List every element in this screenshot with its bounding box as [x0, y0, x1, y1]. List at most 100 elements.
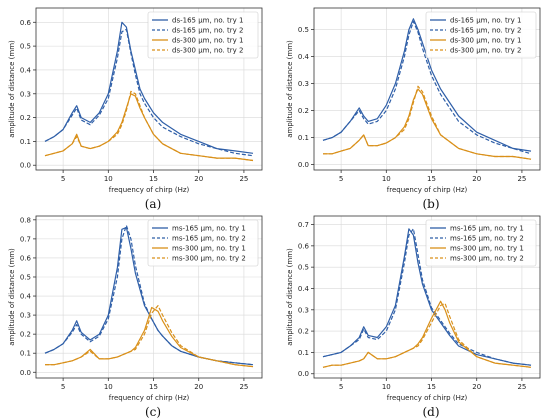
- y-tick-label: 0.5: [298, 26, 309, 34]
- legend-label: ms-300 μm, no. try 2: [172, 255, 246, 263]
- x-tick-label: 15: [427, 383, 436, 391]
- y-tick-label: 0.0: [298, 370, 309, 378]
- x-axis-title: frequency of chirp (Hz): [109, 394, 190, 402]
- legend: ms-165 μm, no. try 1 ms-165 μm, no. try 2…: [147, 219, 259, 267]
- chart-panel: 5 10 15 20 25 0.0 0.1 0.2 0.3 0.4 0.5 0.6 0.7 frequen…: [286, 215, 541, 419]
- y-tick-label: 0.4: [20, 66, 32, 74]
- x-tick-label: 5: [339, 383, 343, 391]
- x-tick-label: 15: [149, 383, 158, 391]
- series-line: [322, 18, 532, 152]
- y-tick-label: 0.6: [20, 19, 32, 27]
- legend-label: ds-300 μm, no. try 2: [172, 47, 243, 55]
- y-tick-label: 0.3: [20, 312, 31, 320]
- legend-label: ms-165 μm, no. try 1: [450, 225, 524, 233]
- y-tick-label: 0.7: [20, 235, 31, 243]
- x-tick-label: 20: [194, 383, 203, 391]
- legend-label: ds-165 μm, no. try 2: [450, 27, 521, 35]
- legend-label: ms-300 μm, no. try 2: [450, 255, 524, 263]
- legend-label: ds-300 μm, no. try 1: [450, 37, 521, 45]
- y-tick-label: 0.6: [298, 242, 310, 250]
- x-tick-label: 15: [427, 175, 436, 183]
- legend-label: ds-165 μm, no. try 1: [450, 17, 521, 25]
- y-tick-label: 0.1: [298, 134, 309, 142]
- legend: ds-165 μm, no. try 1 ds-165 μm, no. try 2…: [425, 11, 537, 59]
- legend-label: ds-165 μm, no. try 2: [172, 27, 243, 35]
- y-tick-label: 0.2: [20, 114, 31, 122]
- x-tick-label: 25: [239, 383, 248, 391]
- y-tick-label: 0.4: [298, 285, 310, 293]
- legend-label: ms-165 μm, no. try 1: [172, 225, 246, 233]
- x-tick-label: 10: [104, 175, 113, 183]
- y-tick-label: 0.3: [298, 80, 309, 88]
- y-tick-label: 0.0: [20, 369, 31, 377]
- x-tick-label: 25: [517, 175, 526, 183]
- panel-caption: (b): [422, 197, 439, 211]
- panel-caption: (d): [422, 405, 439, 419]
- legend-label: ms-165 μm, no. try 2: [450, 235, 524, 243]
- y-tick-label: 0.7: [298, 221, 309, 229]
- legend-label: ms-300 μm, no. try 1: [172, 245, 246, 253]
- legend-label: ms-165 μm, no. try 2: [172, 235, 246, 243]
- x-tick-label: 25: [517, 383, 526, 391]
- series-line: [44, 28, 254, 157]
- panel-caption: (a): [145, 197, 162, 211]
- x-axis-title: frequency of chirp (Hz): [387, 186, 468, 194]
- x-tick-label: 20: [194, 175, 203, 183]
- series-line: [45, 306, 254, 368]
- y-axis-title: amplitude of distance (mm): [286, 40, 294, 138]
- x-tick-label: 20: [472, 175, 481, 183]
- series-line: [45, 304, 254, 368]
- series-line: [322, 228, 532, 366]
- y-tick-label: 0.1: [20, 138, 31, 146]
- legend-label: ds-165 μm, no. try 1: [172, 17, 243, 25]
- y-tick-label: 0.5: [20, 43, 31, 51]
- plot-frame: [35, 215, 263, 379]
- x-tick-label: 25: [239, 175, 248, 183]
- series-line: [44, 224, 254, 366]
- y-tick-label: 0.6: [20, 254, 32, 262]
- y-tick-label: 0.0: [20, 162, 31, 170]
- x-tick-label: 15: [149, 175, 158, 183]
- series-line: [322, 20, 532, 155]
- series-line: [323, 88, 532, 160]
- plot-frame: [35, 7, 263, 171]
- chart-panel: 5 10 15 20 25 0.0 0.1 0.2 0.3 0.4 0.5 0.6 frequency …: [8, 7, 263, 211]
- series-line: [44, 21, 254, 154]
- y-tick-label: 0.2: [298, 328, 309, 336]
- chart-panel: 5 10 15 20 25 0.0 0.1 0.2 0.3 0.4 0.5 frequency of …: [286, 7, 541, 211]
- x-tick-label: 5: [339, 175, 343, 183]
- x-tick-label: 5: [61, 383, 65, 391]
- y-tick-label: 0.5: [20, 273, 31, 281]
- series-line: [322, 300, 532, 368]
- y-axis-title: amplitude of distance (mm): [8, 248, 16, 346]
- x-axis-title: frequency of chirp (Hz): [387, 394, 468, 402]
- x-tick-label: 20: [472, 383, 481, 391]
- x-tick-label: 10: [382, 383, 391, 391]
- y-tick-label: 0.4: [298, 53, 310, 61]
- y-tick-label: 0.0: [298, 161, 309, 169]
- x-tick-label: 10: [104, 383, 113, 391]
- y-axis-title: amplitude of distance (mm): [286, 248, 294, 346]
- series-line: [323, 85, 532, 160]
- y-tick-label: 0.2: [20, 331, 31, 339]
- y-tick-label: 0.2: [298, 107, 309, 115]
- y-tick-label: 0.3: [298, 306, 309, 314]
- y-tick-label: 0.4: [20, 293, 32, 301]
- legend: ms-165 μm, no. try 1 ms-165 μm, no. try 2…: [425, 219, 537, 267]
- y-tick-label: 0.5: [298, 264, 309, 272]
- series-line: [322, 302, 532, 368]
- legend-label: ds-300 μm, no. try 2: [450, 47, 521, 55]
- x-tick-label: 5: [61, 175, 65, 183]
- legend: ds-165 μm, no. try 1 ds-165 μm, no. try 2…: [147, 11, 259, 59]
- series-line: [44, 90, 254, 162]
- plot-frame: [313, 7, 541, 171]
- x-tick-label: 10: [382, 175, 391, 183]
- plot-frame: [313, 215, 541, 379]
- y-axis-title: amplitude of distance (mm): [8, 40, 16, 138]
- y-tick-label: 0.1: [298, 349, 309, 357]
- chart-panel: 5 10 15 20 25 0.0 0.1 0.2 0.3 0.4 0.5 0.6 0.7 0.8 freq…: [8, 215, 263, 419]
- legend-label: ds-300 μm, no. try 1: [172, 37, 243, 45]
- x-axis-title: frequency of chirp (Hz): [109, 186, 190, 194]
- panel-caption: (c): [145, 405, 161, 419]
